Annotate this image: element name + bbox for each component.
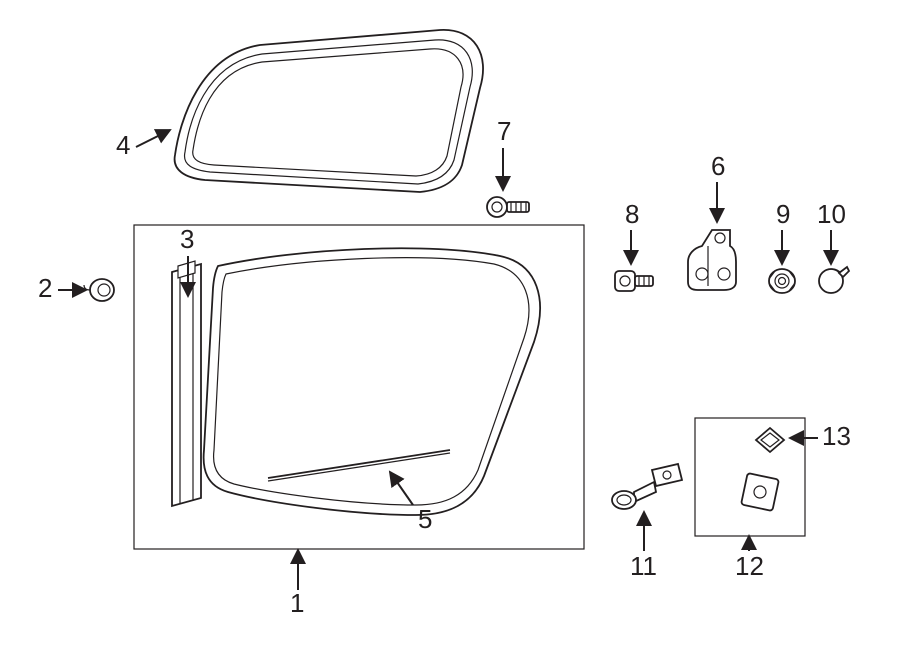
part-plug-left	[84, 279, 114, 301]
part-hinge-bracket	[688, 230, 736, 290]
part-pad	[741, 473, 779, 511]
callout-label-9: 9	[776, 199, 790, 229]
callout-label-3: 3	[180, 224, 194, 254]
part-weatherstrip	[175, 30, 483, 192]
parts-diagram: 12345678910111213	[0, 0, 900, 661]
callout-label-10: 10	[817, 199, 846, 229]
callout-label-4: 4	[116, 130, 130, 160]
part-plug-cap	[819, 267, 849, 293]
callout-label-7: 7	[497, 116, 511, 146]
callout-label-2: 2	[38, 273, 52, 303]
callout-label-11: 11	[630, 551, 657, 581]
callout-label-13: 13	[822, 421, 851, 451]
part-glass-panel	[204, 248, 540, 515]
part-bolt-7	[487, 197, 529, 217]
callout-label-5: 5	[418, 504, 432, 534]
part-clip	[756, 428, 784, 452]
callout-label-1: 1	[290, 588, 304, 618]
part-hinge-strip	[172, 261, 201, 506]
part-bolt-8	[615, 271, 653, 291]
callout-label-6: 6	[711, 151, 725, 181]
part-nut	[769, 269, 795, 293]
callout-label-12: 12	[735, 551, 764, 581]
callout-arrow-4	[136, 130, 170, 147]
part-latch	[612, 464, 682, 509]
callout-label-8: 8	[625, 199, 639, 229]
